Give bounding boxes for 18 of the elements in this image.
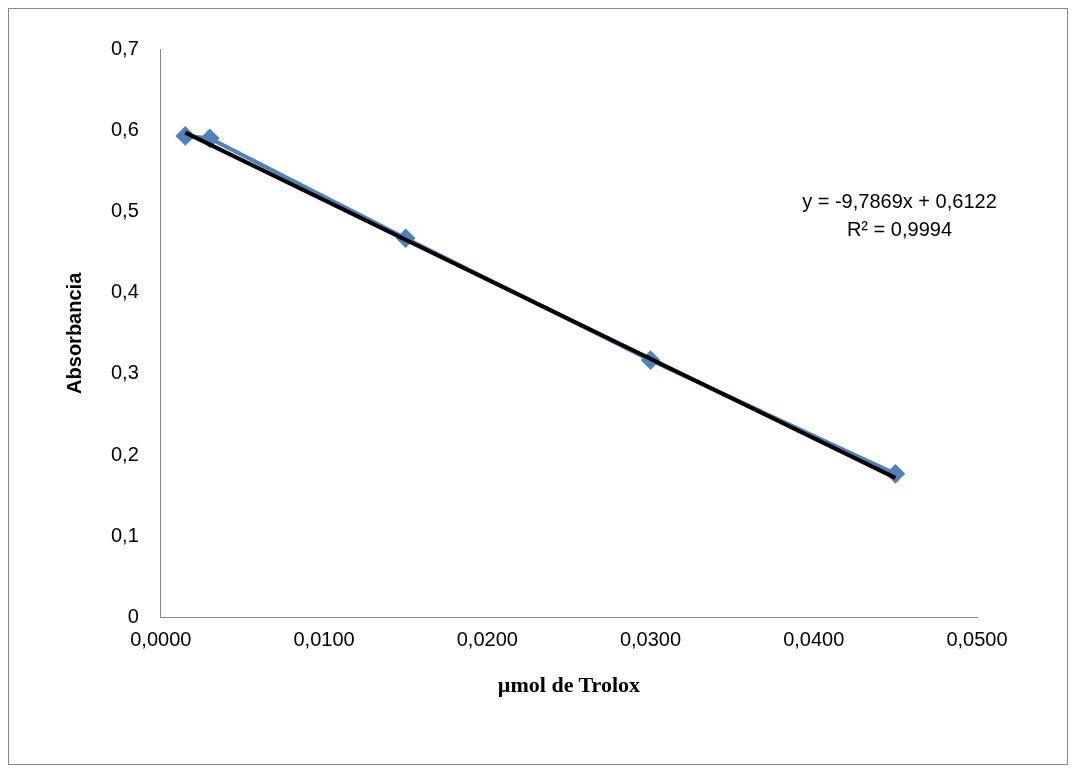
y-axis-title: Absorbancia [62,271,85,394]
y-tick-label: 0,4 [110,280,139,303]
x-tick-label: 0,0300 [619,628,682,651]
y-tick-label: 0,1 [110,523,139,546]
x-tick-label: 0,0200 [456,628,518,651]
y-tick-label: 0,2 [110,442,139,465]
annotation: R² = 0,9994 [846,218,952,241]
x-axis-title: µmol de Trolox [497,672,641,698]
x-tick-label: 0,0400 [783,628,845,651]
y-tick-label: 0,5 [110,198,139,221]
y-tick-label: 0,3 [110,361,139,384]
y-tick-label: 0 [127,605,139,628]
x-tick-label: 0,0500 [946,628,1008,651]
x-tick-label: 0,0100 [293,628,355,651]
y-tick-label: 0,7 [110,36,139,59]
annotation: y = -9,7869x + 0,6122 [802,190,997,213]
x-tick-label: 0,0000 [130,628,192,651]
y-tick-label: 0,6 [110,117,139,140]
